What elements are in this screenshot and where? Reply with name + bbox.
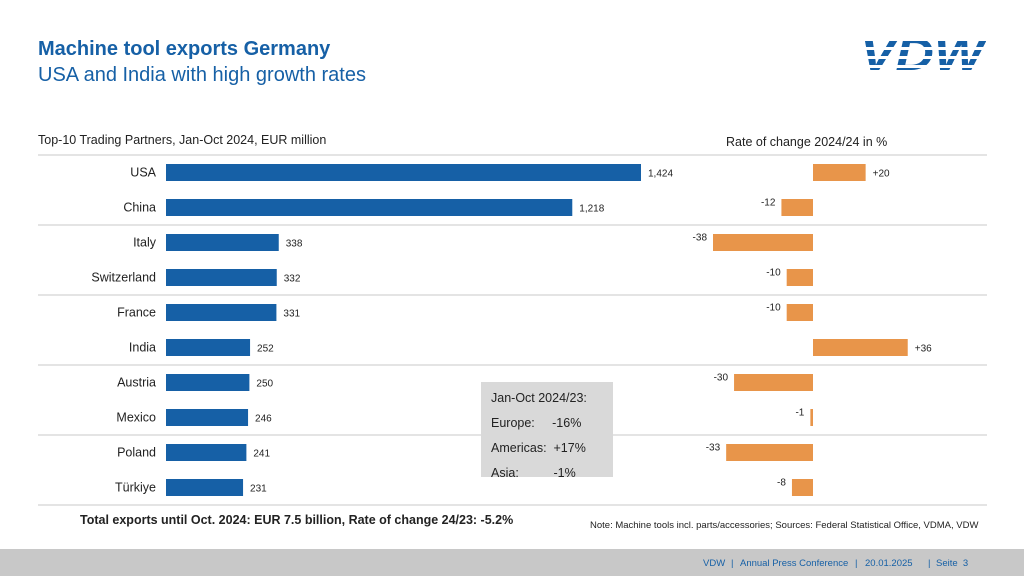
change-bar — [810, 409, 813, 426]
change-value-label: -10 — [766, 303, 781, 314]
footer-sep-1: | — [731, 558, 734, 569]
total-exports-text: Total exports until Oct. 2024: EUR 7.5 b… — [80, 513, 514, 527]
category-label: France — [117, 306, 156, 320]
change-bar — [713, 234, 813, 251]
export-bar — [166, 444, 247, 461]
export-value-label: 252 — [257, 344, 274, 355]
change-bar — [786, 269, 813, 286]
category-label: Austria — [117, 376, 156, 390]
export-bar — [166, 479, 244, 496]
change-value-label: -10 — [766, 268, 781, 279]
export-bar — [166, 234, 279, 251]
export-value-label: 338 — [286, 239, 303, 250]
category-label: Mexico — [116, 411, 156, 425]
summary-europe: Europe: -16% — [491, 416, 582, 430]
export-bar — [166, 164, 641, 181]
change-value-label: -30 — [714, 373, 729, 384]
export-bar — [166, 409, 249, 426]
change-bar — [791, 479, 813, 496]
summary-heading: Jan-Oct 2024/23: — [491, 391, 587, 405]
footer-sep-3: | — [928, 558, 931, 569]
export-value-label: 1,218 — [579, 204, 604, 215]
page-subtitle: USA and India with high growth rates — [38, 64, 366, 86]
footer-date: 20.01.2025 — [865, 558, 913, 569]
change-value-label: +20 — [873, 169, 890, 180]
change-bar — [813, 164, 866, 181]
left-chart-title: Top-10 Trading Partners, Jan-Oct 2024, E… — [38, 133, 327, 147]
change-value-label: -12 — [761, 198, 776, 209]
right-chart-title: Rate of change 2024/24 in % — [726, 135, 888, 149]
change-bar — [734, 374, 813, 391]
change-bar — [786, 304, 813, 321]
category-label: China — [123, 201, 156, 215]
change-bar — [781, 199, 813, 216]
footer-org: VDW — [703, 558, 726, 569]
footer-sep-2: | — [855, 558, 858, 569]
category-label: Türkiye — [115, 481, 156, 495]
change-value-label: -38 — [693, 233, 708, 244]
export-bar — [166, 339, 251, 356]
export-bar — [166, 374, 250, 391]
summary-asia: Asia: -1% — [491, 466, 576, 480]
footer-page: Seite 3 — [936, 558, 969, 569]
change-value-label: -8 — [777, 478, 786, 489]
source-note: Note: Machine tools incl. parts/accessor… — [590, 520, 979, 531]
change-value-label: +36 — [915, 344, 932, 355]
summary-americas: Americas: +17% — [491, 441, 586, 455]
export-value-label: 241 — [253, 449, 270, 460]
export-bar — [166, 199, 573, 216]
footer-bar: VDW | Annual Press Conference | 20.01.20… — [0, 549, 1024, 576]
change-value-label: -33 — [706, 443, 721, 454]
change-bar — [726, 444, 813, 461]
vdw-logo: VDW — [860, 32, 986, 74]
category-label: USA — [130, 166, 156, 180]
category-label: India — [129, 341, 156, 355]
footer-event: Annual Press Conference — [740, 558, 849, 569]
change-value-label: -1 — [795, 408, 804, 419]
export-value-label: 246 — [255, 414, 272, 425]
category-label: Italy — [133, 236, 157, 250]
category-label: Poland — [117, 446, 156, 460]
change-bar — [813, 339, 908, 356]
export-bar — [166, 304, 277, 321]
export-bar — [166, 269, 277, 286]
category-label: Switzerland — [91, 271, 156, 285]
export-value-label: 331 — [283, 309, 300, 320]
export-value-label: 332 — [284, 274, 301, 285]
page-title: Machine tool exports Germany — [38, 38, 331, 60]
export-value-label: 250 — [256, 379, 273, 390]
region-summary-box: Jan-Oct 2024/23: Europe: -16% Americas: … — [481, 382, 613, 480]
export-value-label: 231 — [250, 484, 267, 495]
export-value-label: 1,424 — [648, 169, 673, 180]
